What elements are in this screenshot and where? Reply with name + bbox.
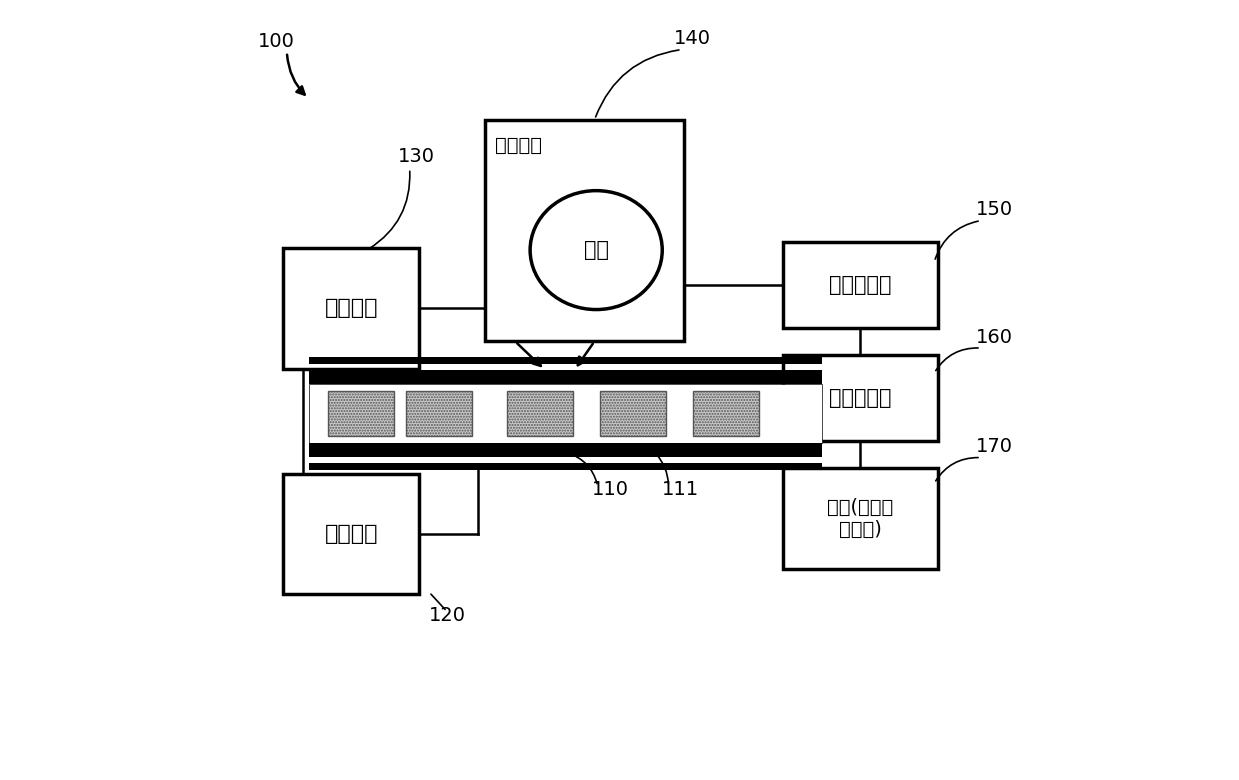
Text: 130: 130 <box>398 147 435 166</box>
Text: 111: 111 <box>663 480 699 499</box>
Text: 扫描机构: 扫描机构 <box>325 299 378 318</box>
Bar <box>694 391 760 436</box>
Bar <box>309 384 821 443</box>
Text: 160: 160 <box>975 328 1012 346</box>
Text: 150: 150 <box>975 200 1012 219</box>
Text: 光学系统: 光学系统 <box>494 136 541 154</box>
Bar <box>783 243 938 328</box>
Bar <box>783 468 938 569</box>
Text: 100: 100 <box>258 32 295 51</box>
Text: 光电转换器: 光电转换器 <box>829 275 892 295</box>
Text: 光源: 光源 <box>584 240 608 260</box>
Bar <box>309 443 821 457</box>
Text: 输出(打印、
显示等): 输出(打印、 显示等) <box>828 498 893 539</box>
Bar <box>284 473 419 594</box>
Text: 120: 120 <box>429 606 466 625</box>
Bar <box>284 248 419 369</box>
Bar <box>600 391 667 436</box>
Bar <box>405 391 472 436</box>
Text: 控制机构: 控制机构 <box>325 524 378 544</box>
Text: 110: 110 <box>592 480 629 499</box>
Text: 中央处理器: 中央处理器 <box>829 388 892 408</box>
Bar <box>309 370 821 384</box>
Ellipse shape <box>530 190 663 310</box>
Text: 170: 170 <box>975 438 1012 456</box>
Bar <box>309 356 821 363</box>
Bar <box>783 355 938 441</box>
Bar <box>309 463 821 470</box>
Text: 140: 140 <box>674 29 711 48</box>
Bar <box>328 391 394 436</box>
Bar <box>507 391 572 436</box>
Bar <box>486 120 684 342</box>
